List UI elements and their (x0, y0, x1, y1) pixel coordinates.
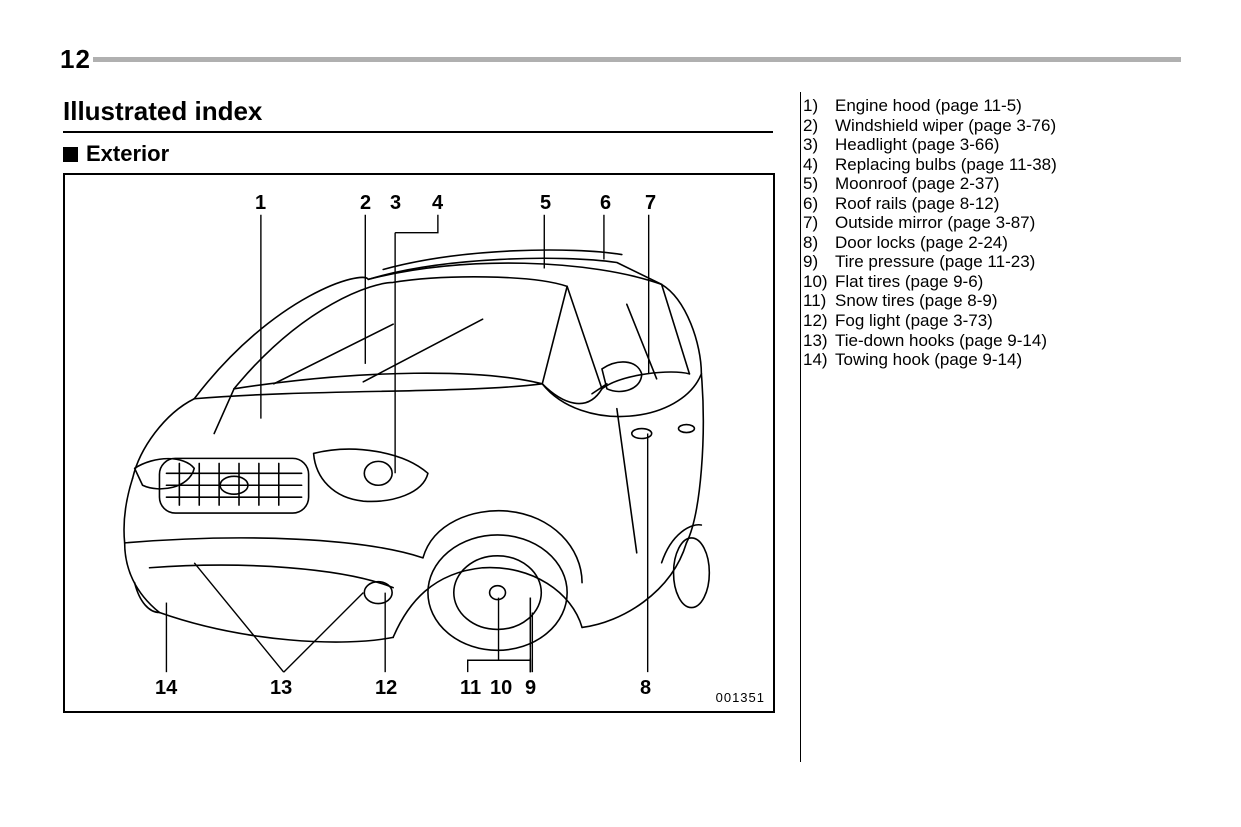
page-header: 12 (60, 55, 1181, 63)
index-item-text: Roof rails (page 8-12) (835, 194, 1173, 214)
index-item-number: 8) (803, 233, 835, 253)
index-item: 2)Windshield wiper (page 3-76) (803, 116, 1173, 136)
index-item: 7)Outside mirror (page 3-87) (803, 213, 1173, 233)
index-item-number: 3) (803, 135, 835, 155)
index-item-text: Door locks (page 2-24) (835, 233, 1173, 253)
callout-label: 2 (360, 192, 371, 215)
index-item: 5)Moonroof (page 2-37) (803, 174, 1173, 194)
index-item: 12)Fog light (page 3-73) (803, 311, 1173, 331)
index-item-text: Moonroof (page 2-37) (835, 174, 1173, 194)
index-item: 9)Tire pressure (page 11-23) (803, 252, 1173, 272)
index-item-text: Tire pressure (page 11-23) (835, 252, 1173, 272)
callout-label: 9 (525, 677, 536, 700)
index-item-number: 9) (803, 252, 835, 272)
index-item-number: 12) (803, 311, 835, 331)
index-item-number: 1) (803, 96, 835, 116)
index-item-text: Tie-down hooks (page 9-14) (835, 331, 1173, 351)
title-underline (63, 131, 773, 133)
section-heading-text: Exterior (86, 141, 169, 167)
index-item: 6)Roof rails (page 8-12) (803, 194, 1173, 214)
index-item-number: 10) (803, 272, 835, 292)
index-list: 1)Engine hood (page 11-5)2)Windshield wi… (803, 90, 1173, 807)
callout-label: 8 (640, 677, 651, 700)
callout-label: 13 (270, 677, 292, 700)
index-item-text: Outside mirror (page 3-87) (835, 213, 1173, 233)
callout-label: 10 (490, 677, 512, 700)
index-item-text: Fog light (page 3-73) (835, 311, 1173, 331)
index-item: 10)Flat tires (page 9-6) (803, 272, 1173, 292)
index-item-number: 7) (803, 213, 835, 233)
index-item-number: 13) (803, 331, 835, 351)
callout-label: 7 (645, 192, 656, 215)
index-item-text: Snow tires (page 8-9) (835, 291, 1173, 311)
index-item-number: 6) (803, 194, 835, 214)
index-item-number: 11) (803, 291, 835, 311)
content-area: Illustrated index Exterior (63, 90, 1181, 807)
section-heading: Exterior (63, 141, 783, 167)
index-item-text: Replacing bulbs (page 11-38) (835, 155, 1173, 175)
header-rule (93, 57, 1181, 62)
car-illustration (65, 175, 773, 712)
left-column: Illustrated index Exterior (63, 90, 783, 807)
callout-label: 4 (432, 192, 443, 215)
index-item-text: Windshield wiper (page 3-76) (835, 116, 1173, 136)
index-item: 3)Headlight (page 3-66) (803, 135, 1173, 155)
index-item-text: Headlight (page 3-66) (835, 135, 1173, 155)
callout-label: 3 (390, 192, 401, 215)
index-item: 13)Tie-down hooks (page 9-14) (803, 331, 1173, 351)
page-title: Illustrated index (63, 96, 783, 127)
index-item-text: Engine hood (page 11-5) (835, 96, 1173, 116)
square-bullet-icon (63, 147, 78, 162)
index-item: 8)Door locks (page 2-24) (803, 233, 1173, 253)
page-number: 12 (60, 44, 91, 75)
callout-label: 12 (375, 677, 397, 700)
callout-label: 11 (460, 677, 481, 700)
callout-label: 1 (255, 192, 266, 215)
index-item-number: 14) (803, 350, 835, 370)
callout-label: 6 (600, 192, 611, 215)
index-item-number: 5) (803, 174, 835, 194)
index-item-text: Towing hook (page 9-14) (835, 350, 1173, 370)
index-item-number: 2) (803, 116, 835, 136)
index-item-number: 4) (803, 155, 835, 175)
figure-box: 001351 1234567141312111098 (63, 173, 775, 713)
callout-label: 5 (540, 192, 551, 215)
figure-id: 001351 (716, 690, 765, 705)
callout-label: 14 (155, 677, 177, 700)
index-item: 4)Replacing bulbs (page 11-38) (803, 155, 1173, 175)
index-item: 11)Snow tires (page 8-9) (803, 291, 1173, 311)
index-item: 14)Towing hook (page 9-14) (803, 350, 1173, 370)
index-item-text: Flat tires (page 9-6) (835, 272, 1173, 292)
index-item: 1)Engine hood (page 11-5) (803, 96, 1173, 116)
